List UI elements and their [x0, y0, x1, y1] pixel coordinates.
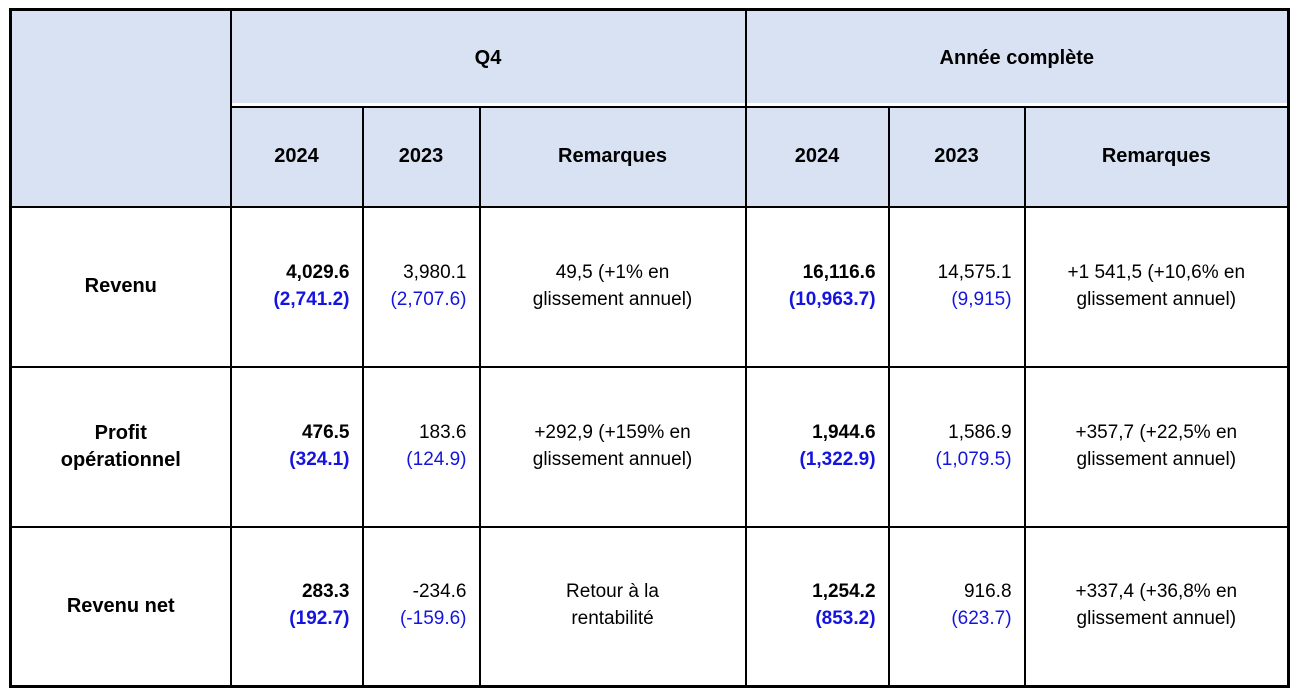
- row-label-revenu: Revenu: [9, 205, 232, 368]
- revenu-q4-2024-cell: 4,029.6 (2,741.2): [229, 205, 364, 368]
- table-row-revenu: Revenu 4,029.6 (2,741.2) 3,980.1 (2,707.…: [9, 205, 1290, 368]
- profit-q4-remark-cell: +292,9 (+159% en glissement annuel): [478, 365, 747, 528]
- value-main: 1,944.6: [812, 421, 876, 443]
- value-main: 1,586.9: [948, 421, 1012, 443]
- revenu-net-q4-remark-cell: Retour à la rentabilité: [478, 525, 747, 688]
- header-group-row: Q4 Année complète: [9, 8, 1290, 208]
- value-sub: (124.9): [406, 448, 467, 470]
- value-sub: (2,707.6): [390, 288, 467, 310]
- revenu-net-fy-2024-cell: 1,254.2 (853.2): [744, 525, 890, 688]
- value-sub: (192.7): [289, 608, 350, 630]
- value-main: 916.8: [963, 581, 1012, 603]
- value-main: 183.6: [418, 421, 467, 443]
- header-columns-row: 2024 2023 Remarques 2024 2023 Remarques: [11, 105, 1290, 208]
- value-sub: (623.7): [951, 608, 1012, 630]
- value-sub: (1,079.5): [935, 448, 1012, 470]
- table-row-profit-operationnel: Profit opérationnel 476.5 (324.1) 183.6 …: [9, 365, 1290, 528]
- revenu-net-fy-remark-cell: +337,4 (+36,8% en glissement annuel): [1023, 525, 1290, 688]
- col-header-fy-remarques: Remarques: [1023, 105, 1290, 208]
- col-header-fy-2024: 2024: [744, 105, 890, 208]
- group-header-annee-complete: Année complète: [744, 8, 1290, 108]
- revenu-q4-remark-cell: 49,5 (+1% en glissement annuel): [478, 205, 747, 368]
- profit-q4-2023-cell: 183.6 (124.9): [361, 365, 481, 528]
- revenu-fy-2023-cell: 14,575.1 (9,915): [887, 205, 1026, 368]
- value-sub: (324.1): [289, 448, 350, 470]
- table-row-revenu-net: Revenu net 283.3 (192.7) -234.6 (-159.6)…: [9, 525, 1290, 688]
- group-header-q4: Q4: [229, 8, 747, 108]
- financial-results-table: Q4 Année complète 2024 2023 Remarques 20…: [9, 8, 1291, 688]
- col-header-fy-2023: 2023: [887, 105, 1026, 208]
- value-sub: (10,963.7): [788, 288, 876, 310]
- corner-cell: [9, 8, 232, 208]
- revenu-net-q4-2023-cell: -234.6 (-159.6): [361, 525, 481, 688]
- value-main: 14,575.1: [937, 261, 1012, 283]
- financial-results-table-container: Q4 Année complète 2024 2023 Remarques 20…: [9, 8, 1298, 688]
- row-label-revenu-net: Revenu net: [9, 525, 232, 688]
- col-header-q4-2024: 2024: [229, 105, 364, 208]
- value-main: 4,029.6: [286, 261, 350, 283]
- value-sub: (2,741.2): [273, 288, 350, 310]
- revenu-fy-remark-cell: +1 541,5 (+10,6% en glissement annuel): [1023, 205, 1290, 368]
- col-header-q4-2023: 2023: [361, 105, 481, 208]
- value-sub: (1,322.9): [799, 448, 876, 470]
- value-sub: (853.2): [815, 608, 876, 630]
- profit-fy-2023-cell: 1,586.9 (1,079.5): [887, 365, 1026, 528]
- col-header-q4-remarques: Remarques: [478, 105, 747, 208]
- profit-fy-remark-cell: +357,7 (+22,5% en glissement annuel): [1023, 365, 1290, 528]
- revenu-net-q4-2024-cell: 283.3 (192.7): [229, 525, 364, 688]
- profit-fy-2024-cell: 1,944.6 (1,322.9): [744, 365, 890, 528]
- value-sub: (-159.6): [399, 608, 467, 630]
- value-sub: (9,915): [951, 288, 1012, 310]
- revenu-fy-2024-cell: 16,116.6 (10,963.7): [744, 205, 890, 368]
- revenu-q4-2023-cell: 3,980.1 (2,707.6): [361, 205, 481, 368]
- value-main: 476.5: [301, 421, 350, 443]
- value-main: 3,980.1: [403, 261, 467, 283]
- value-main: 1,254.2: [812, 581, 876, 603]
- value-main: -234.6: [412, 581, 467, 603]
- row-label-profit-operationnel: Profit opérationnel: [9, 365, 232, 528]
- revenu-net-fy-2023-cell: 916.8 (623.7): [887, 525, 1026, 688]
- value-main: 283.3: [301, 581, 350, 603]
- profit-q4-2024-cell: 476.5 (324.1): [229, 365, 364, 528]
- value-main: 16,116.6: [802, 261, 876, 283]
